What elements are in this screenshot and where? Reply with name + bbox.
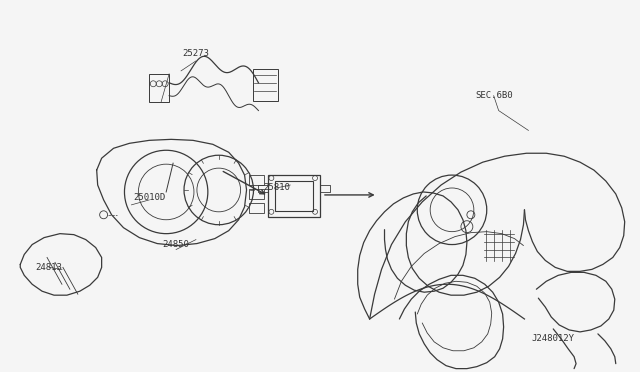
Text: 25810: 25810 <box>263 183 290 192</box>
Text: 25273: 25273 <box>182 49 209 58</box>
Bar <box>268 175 320 217</box>
Bar <box>149 74 169 102</box>
Text: 24850: 24850 <box>163 240 189 249</box>
Text: 25010D: 25010D <box>133 193 165 202</box>
Text: 24813: 24813 <box>36 263 63 272</box>
Bar <box>248 203 264 213</box>
Bar <box>248 175 264 185</box>
Bar <box>248 189 264 199</box>
Bar <box>253 69 278 101</box>
Text: SEC.6B0: SEC.6B0 <box>475 91 513 100</box>
Text: J248012Y: J248012Y <box>532 334 575 343</box>
Bar <box>275 181 313 211</box>
